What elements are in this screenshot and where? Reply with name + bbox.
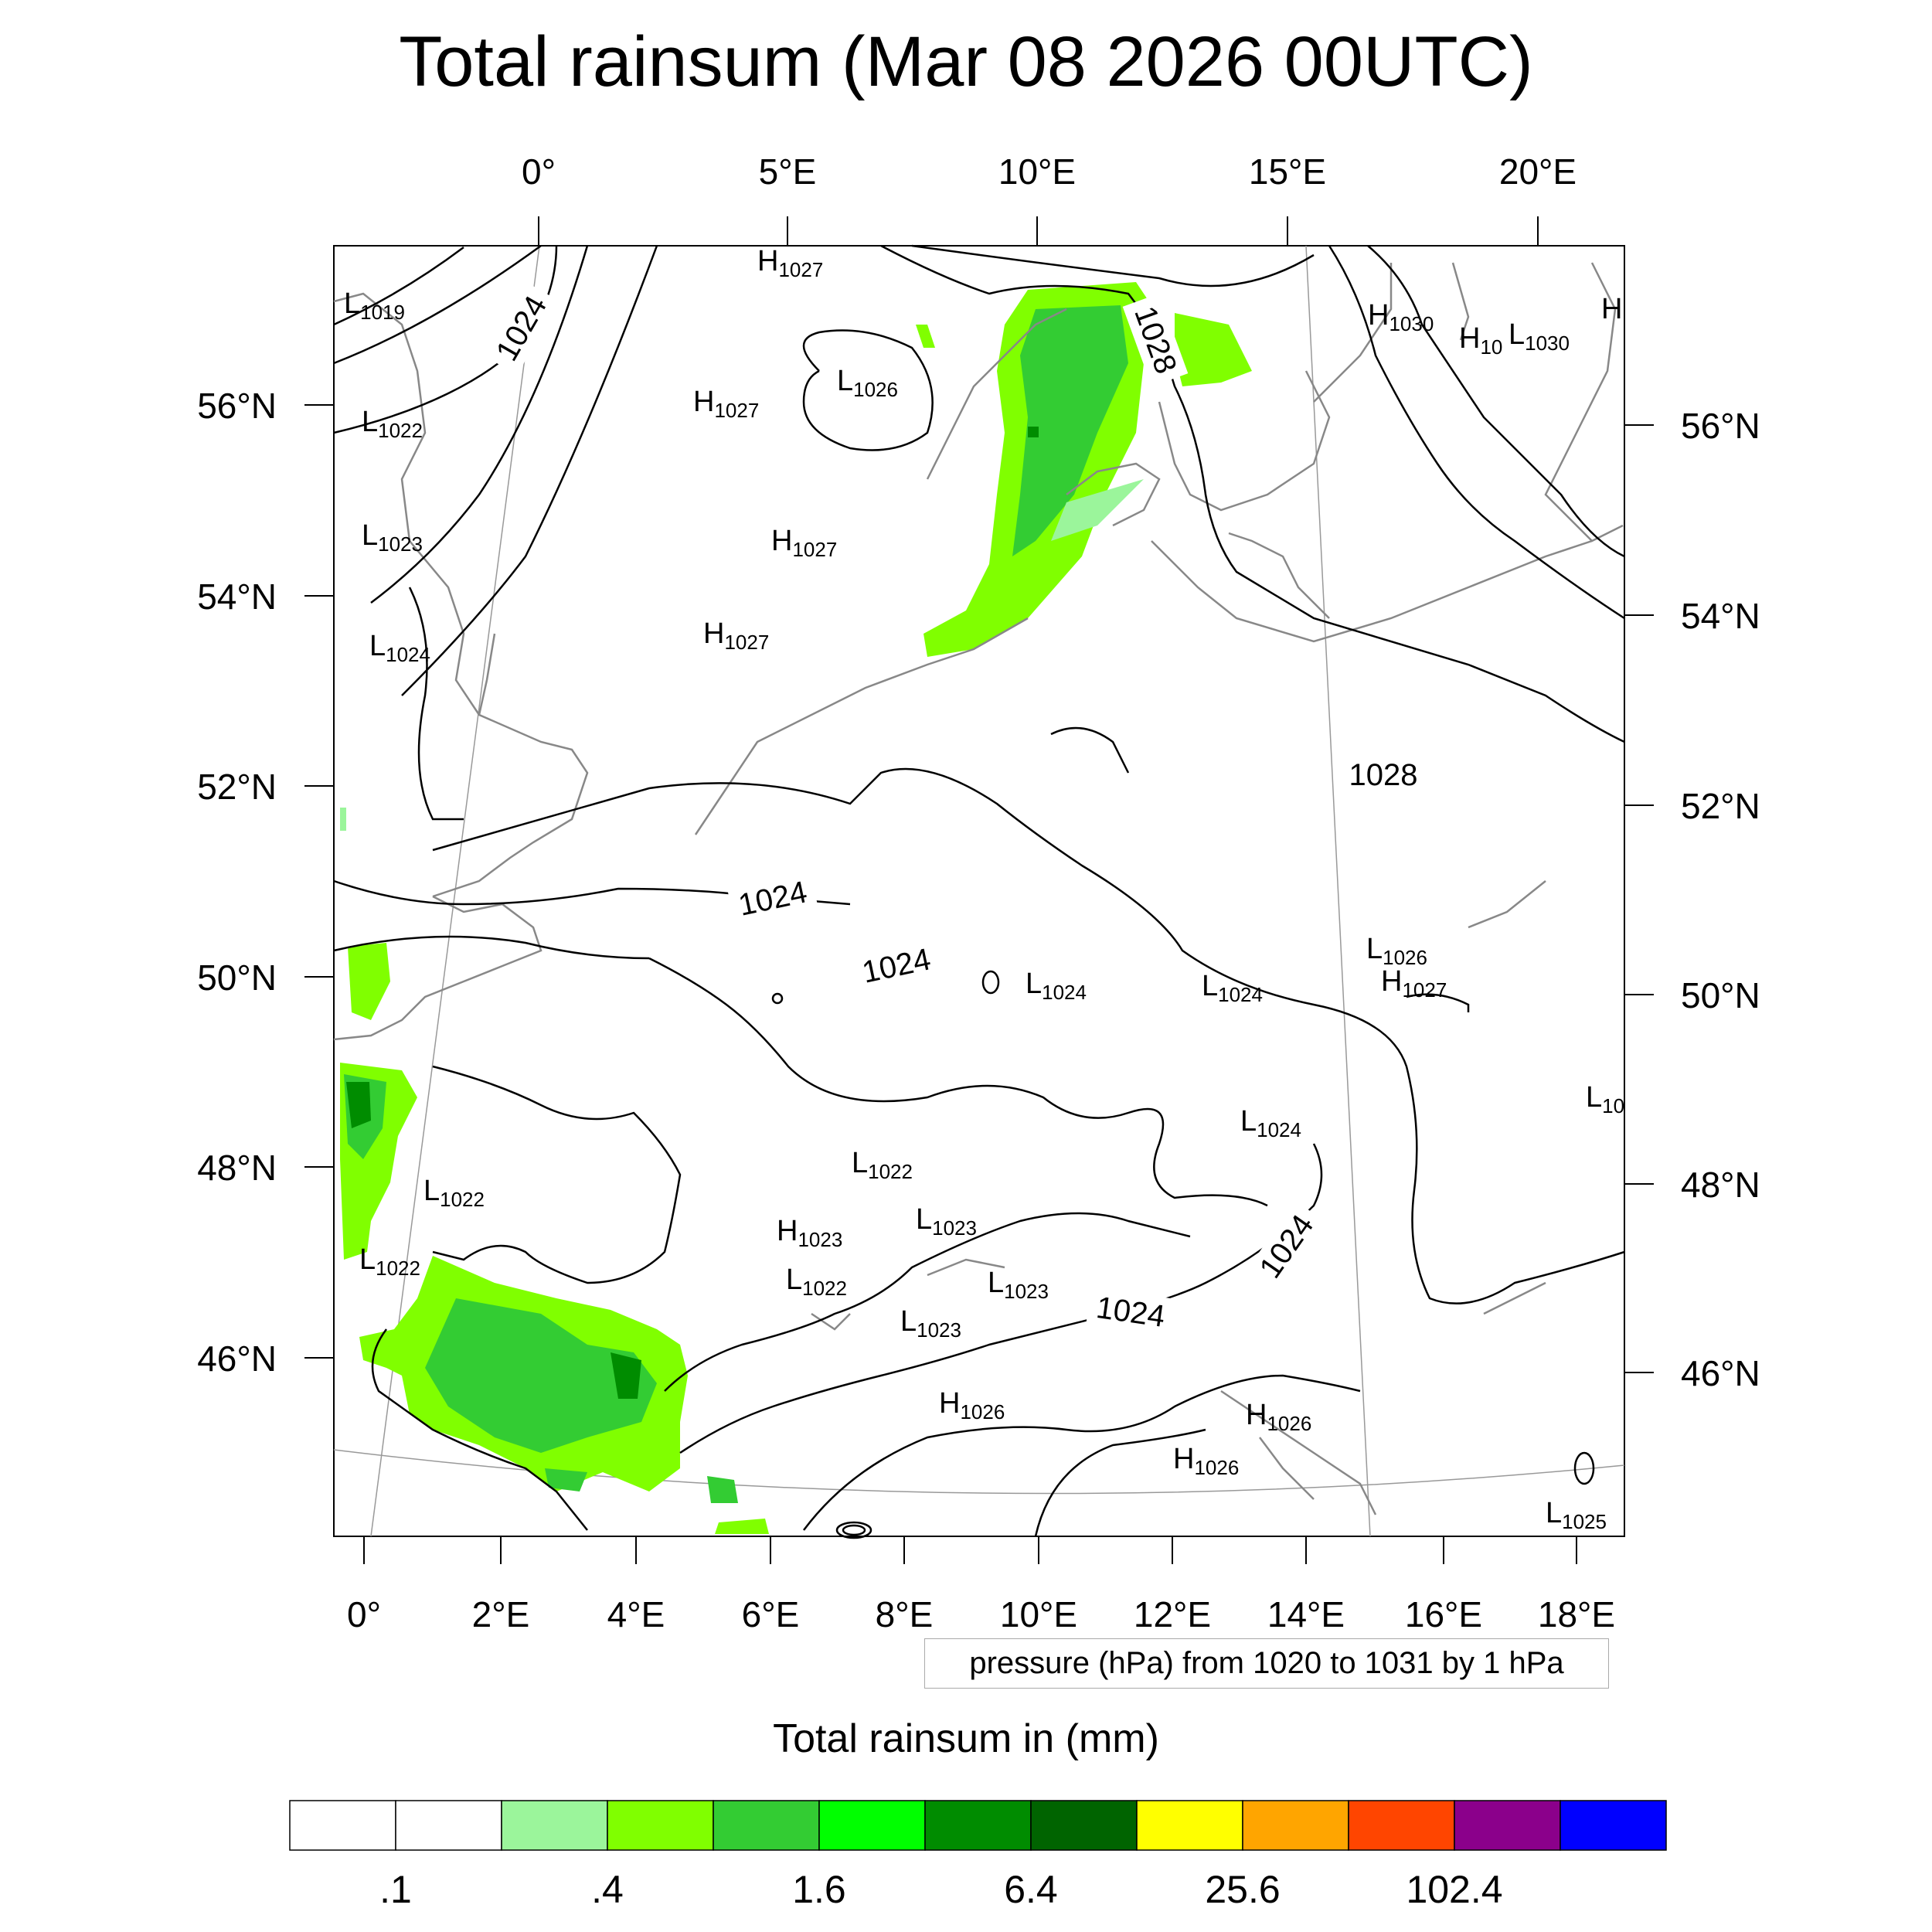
left-lat-label: 50°N (197, 957, 277, 998)
bottom-longitude-axis: 0° 2°E 4°E 6°E 8°E 10°E 12°E 14°E 16°E 1… (347, 1536, 1615, 1634)
pressure-center: L10 (1586, 1081, 1624, 1117)
bottom-lon-label: 8°E (876, 1594, 934, 1634)
isobar-label: 1028 (1349, 758, 1418, 792)
colorbar-swatch (924, 1800, 1032, 1851)
left-lat-label: 48°N (197, 1148, 277, 1188)
rain-shading (340, 282, 1252, 1534)
left-lat-label: 54°N (197, 577, 277, 617)
pressure-center: H1027 (1381, 965, 1447, 1002)
pressure-center: L1023 (988, 1267, 1049, 1303)
bottom-lon-label: 2°E (472, 1594, 530, 1634)
pressure-center: H1030 (1368, 299, 1434, 335)
colorbar-swatch (818, 1800, 926, 1851)
colorbar-swatch (1560, 1800, 1667, 1851)
bottom-lon-label: 16°E (1405, 1594, 1482, 1634)
isobars (333, 244, 1625, 1537)
right-latitude-axis: 56°N 54°N 52°N 50°N 48°N 46°N (1624, 406, 1760, 1393)
colorbar-tick-label: 25.6 (1205, 1868, 1280, 1911)
pressure-center: L1022 (786, 1264, 847, 1300)
colorbar-title: Total rainsum in (mm) (773, 1716, 1159, 1761)
pressure-center: H10 (1459, 322, 1502, 359)
pressure-center: L1024 (1026, 968, 1087, 1004)
pressure-center: H1027 (693, 386, 759, 422)
pressure-center: H (1601, 293, 1622, 325)
pressure-centers: L1019 L1022 L1023 L1024 H1027 H1027 H102… (344, 245, 1624, 1533)
pressure-center: L1026 (837, 365, 898, 401)
right-lat-label: 52°N (1681, 786, 1760, 826)
pressure-center: L1024 (369, 630, 430, 666)
pressure-center: L1022 (359, 1243, 420, 1280)
bottom-lon-label: 18°E (1538, 1594, 1615, 1634)
pressure-center: L1024 (1202, 970, 1263, 1006)
bottom-lon-label: 14°E (1267, 1594, 1345, 1634)
colorbar-swatch (501, 1800, 608, 1851)
colorbar-swatch (713, 1800, 820, 1851)
right-lat-label: 50°N (1681, 975, 1760, 1015)
colorbar-swatch (1454, 1800, 1561, 1851)
left-lat-label: 52°N (197, 767, 277, 807)
top-lon-label: 20°E (1499, 151, 1577, 192)
top-longitude-axis: 0° 5°E 10°E 15°E 20°E (522, 151, 1577, 246)
contour-info-box: pressure (hPa) from 1020 to 1031 by 1 hP… (924, 1638, 1609, 1689)
colorbar-tick-label: .1 (379, 1868, 412, 1911)
pressure-center: L1022 (852, 1147, 913, 1183)
right-lat-label: 46°N (1681, 1353, 1760, 1393)
pressure-center: H1027 (771, 525, 837, 561)
pressure-center: L1019 (344, 287, 405, 324)
bottom-lon-label: 12°E (1134, 1594, 1211, 1634)
map-title: Total rainsum (Mar 08 2026 00UTC) (399, 22, 1533, 101)
pressure-center: H1026 (1173, 1443, 1239, 1479)
top-lon-label: 0° (522, 151, 556, 192)
top-lon-label: 15°E (1249, 151, 1326, 192)
colorbar-swatch (1136, 1800, 1243, 1851)
isobar-labels: 1024 1028 1028 1024 1024 1024 1024 (483, 281, 1426, 1338)
top-lon-label: 10°E (998, 151, 1076, 192)
pressure-center: L1026 (1366, 933, 1427, 969)
left-latitude-axis: 56°N 54°N 52°N 50°N 48°N 46°N (197, 386, 334, 1379)
left-lat-label: 56°N (197, 386, 277, 426)
colorbar-swatch (1242, 1800, 1349, 1851)
pressure-center: L1023 (916, 1203, 977, 1240)
colorbar-swatch (1348, 1800, 1455, 1851)
colorbar-tick-label: 6.4 (1004, 1868, 1058, 1911)
bottom-lon-label: 6°E (742, 1594, 800, 1634)
pressure-center: H1027 (703, 617, 769, 654)
small-contours (771, 970, 1595, 1539)
colorbar: .1 .4 1.6 6.4 25.6 102.4 (289, 1800, 1667, 1911)
colorbar-tick-label: 102.4 (1406, 1868, 1502, 1911)
pressure-center: H1026 (939, 1387, 1005, 1423)
colorbar-tick-label: 1.6 (792, 1868, 846, 1911)
pressure-center: H1023 (777, 1215, 842, 1251)
pressure-center: L1022 (423, 1175, 485, 1211)
pressure-center: H1027 (757, 245, 823, 281)
right-lat-label: 48°N (1681, 1165, 1760, 1205)
colorbar-swatch (607, 1800, 714, 1851)
bottom-lon-label: 0° (347, 1594, 381, 1634)
pressure-center: L1023 (362, 519, 423, 556)
pressure-center: L1023 (900, 1305, 961, 1342)
coastlines (333, 262, 1624, 1515)
pressure-center: H1026 (1246, 1399, 1311, 1435)
colorbar-swatch (395, 1800, 502, 1851)
right-lat-label: 56°N (1681, 406, 1760, 446)
colorbar-swatch (1030, 1800, 1138, 1851)
bottom-lon-label: 4°E (607, 1594, 665, 1634)
pressure-center: L1022 (362, 406, 423, 442)
pressure-center: L1025 (1546, 1497, 1607, 1533)
bottom-lon-label: 10°E (1000, 1594, 1077, 1634)
right-lat-label: 54°N (1681, 596, 1760, 636)
colorbar-swatch (289, 1800, 396, 1851)
top-lon-label: 5°E (759, 151, 817, 192)
left-lat-label: 46°N (197, 1338, 277, 1379)
colorbar-tick-label: .4 (591, 1868, 624, 1911)
pressure-center: L1024 (1240, 1105, 1301, 1141)
pressure-center: L1030 (1509, 318, 1570, 355)
